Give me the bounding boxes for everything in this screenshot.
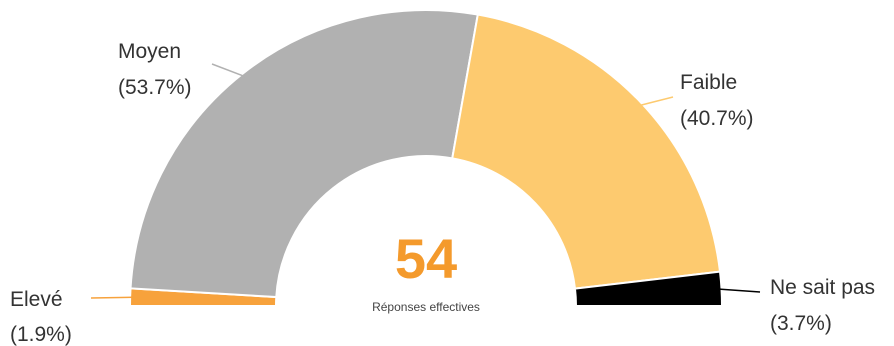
- slice-faible[interactable]: [451, 13, 722, 290]
- chart-slices: [128, 9, 724, 307]
- chart-leader-lines: [90, 63, 761, 299]
- slice-label-ne-sait-pas: Ne sait pas: [770, 276, 875, 299]
- slice-percent-eleve: (1.9%): [10, 323, 72, 346]
- slice-percent-moyen: (53.7%): [118, 76, 192, 99]
- slice-percent-faible: (40.7%): [680, 107, 754, 130]
- total-responses-caption: Réponses effectives: [372, 300, 480, 314]
- slice-percent-ne-sait-pas: (3.7%): [770, 312, 832, 335]
- slice-moyen[interactable]: [129, 9, 479, 299]
- leader-line-ne-sait-pas: [717, 288, 761, 293]
- slice-label-moyen: Moyen: [118, 40, 181, 63]
- total-responses-value: 54: [395, 227, 457, 290]
- slice-label-faible: Faible: [680, 71, 737, 94]
- leader-line-moyen: [211, 63, 246, 78]
- leader-line-faible: [638, 96, 674, 107]
- slice-label-eleve: Elevé: [10, 288, 63, 311]
- chart-labels: Elevé (1.9%) Moyen (53.7%) Faible (40.7%) Ne s…: [10, 40, 875, 346]
- leader-line-eleve: [90, 296, 135, 299]
- slice-ne-sait-pas[interactable]: [573, 270, 724, 307]
